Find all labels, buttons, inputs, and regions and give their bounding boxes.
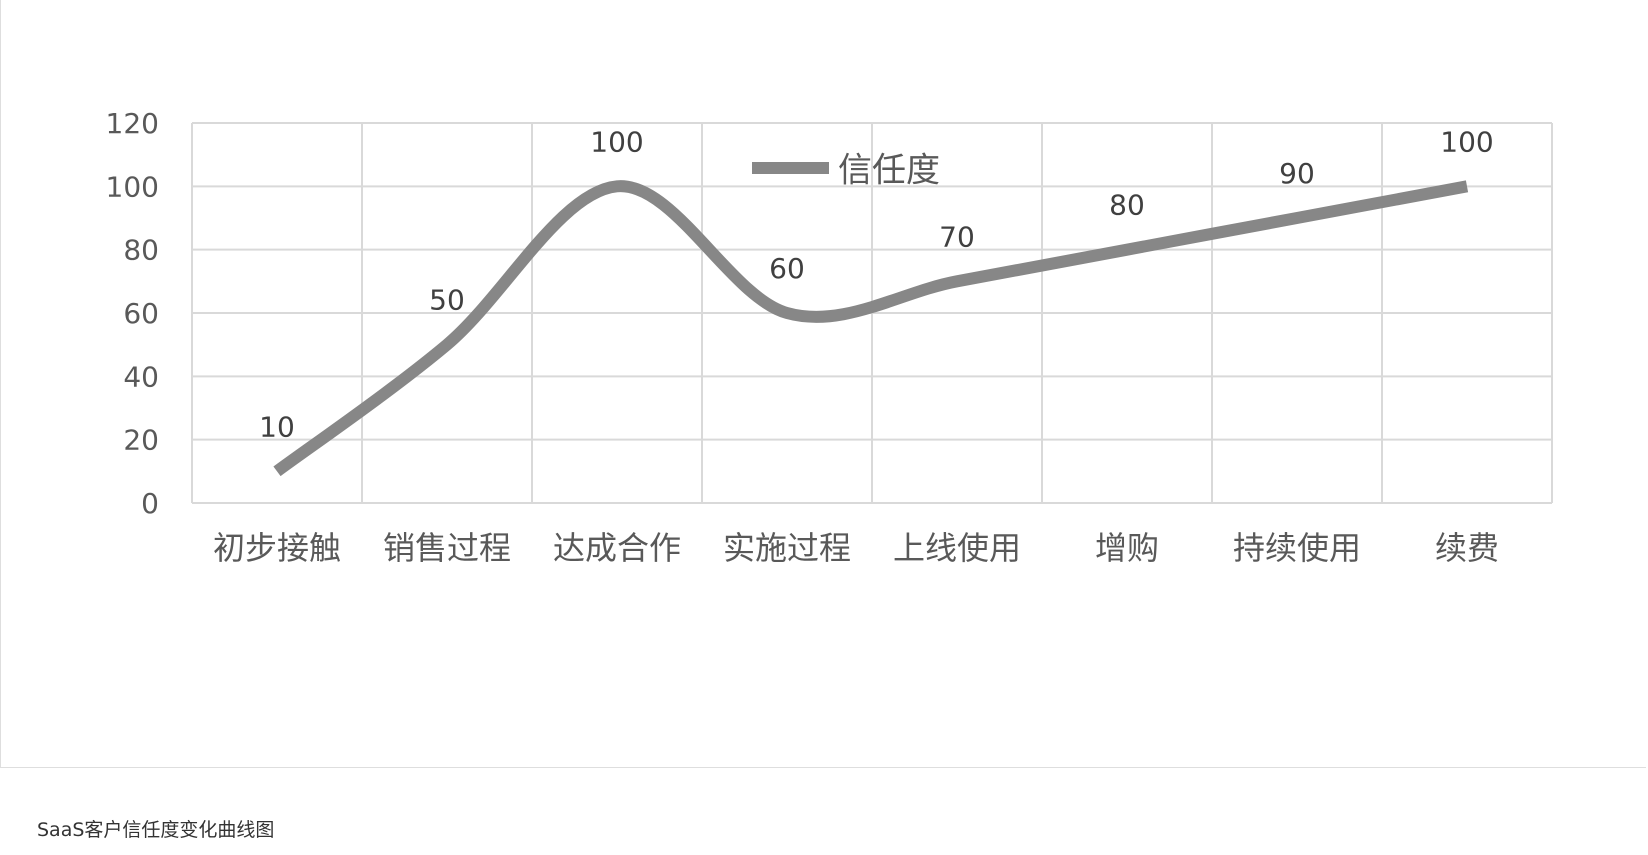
data-label: 60 [769,252,805,285]
data-label: 70 [939,220,975,253]
data-label: 50 [429,284,465,317]
x-category-label: 初步接触 [213,529,341,567]
legend: 信任度 [752,151,940,191]
series-line-trust [273,180,1469,477]
x-category-label: 续费 [1435,529,1499,567]
chart-frame: 0 20 40 60 80 100 120 初步接触 销售过程 达成合作 实施过程 上线使用 增购 持续… [0,0,1646,768]
data-label: 100 [1440,125,1493,158]
data-labels: 10 50 100 60 70 80 90 100 [259,125,1494,443]
figure-caption: SaaS客户信任度变化曲线图 [37,819,275,841]
legend-label: 信任度 [838,151,940,191]
x-category-label: 实施过程 [723,529,851,567]
y-tick-label: 40 [123,360,159,393]
y-tick-label: 20 [123,424,159,457]
x-category-label: 增购 [1095,529,1159,567]
x-category-label: 销售过程 [383,529,511,567]
data-label: 80 [1109,189,1145,222]
y-tick-label: 120 [106,107,159,140]
x-category-label: 持续使用 [1233,529,1361,567]
data-label: 100 [590,125,643,158]
y-tick-label: 100 [106,170,159,203]
y-tick-label: 60 [123,297,159,330]
x-category-label: 上线使用 [893,529,1021,567]
y-tick-label: 80 [123,234,159,267]
y-axis-ticks: 0 20 40 60 80 100 120 [106,107,159,520]
data-label: 90 [1279,157,1315,190]
series-layer [273,180,1469,477]
x-axis-categories: 初步接触 销售过程 达成合作 实施过程 上线使用 增购 持续使用 续费 [213,529,1499,567]
chart-svg: 0 20 40 60 80 100 120 初步接触 销售过程 达成合作 实施过程 上线使用 增购 持续… [106,107,1553,567]
y-tick-label: 0 [141,487,159,520]
x-category-label: 达成合作 [553,529,681,567]
grid-layer [191,122,1553,504]
data-label: 10 [259,410,295,443]
